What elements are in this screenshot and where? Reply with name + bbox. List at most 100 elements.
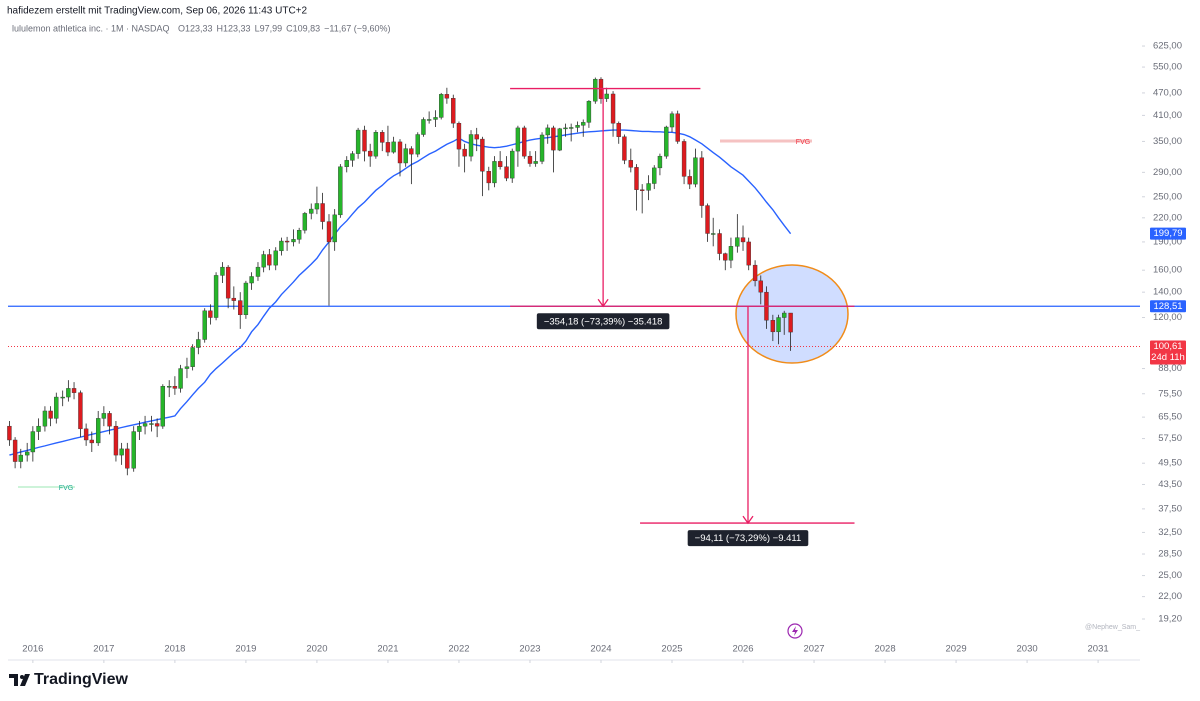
price-label-box (1150, 300, 1186, 313)
measure-label-text: −354,18 (−73,39%) −35.418 (544, 316, 663, 327)
x-tick-label: 2021 (377, 644, 398, 655)
x-tick-label: 2025 (661, 644, 682, 655)
candle-body (172, 386, 178, 389)
y-tick-label: 470,00 (1153, 87, 1182, 98)
candle-body (279, 240, 284, 252)
candle-body (462, 148, 467, 157)
candle-body (782, 312, 787, 318)
candle-body (515, 127, 521, 152)
y-tick-label: 37,50 (1158, 503, 1182, 514)
candle-body (586, 100, 592, 123)
candle-body (770, 320, 776, 333)
credit: hafidezem erstellt mit TradingView.com, … (7, 6, 308, 17)
candle-body (190, 347, 195, 367)
price-label: 100,61 (1153, 341, 1182, 352)
candle-body (101, 413, 107, 419)
candle-body (687, 176, 692, 185)
legend-value: −11,67 (−9,60%) (324, 23, 390, 33)
candle-body (444, 94, 450, 99)
candle-body (397, 141, 403, 164)
candle-body (83, 428, 89, 441)
candle-body (593, 78, 598, 102)
candle-body (681, 141, 687, 177)
candle-body (220, 266, 225, 276)
candle-body (362, 129, 367, 152)
candle-body (628, 160, 634, 168)
candle-body (456, 123, 462, 150)
measure-arrowhead (742, 515, 754, 525)
candle-body (213, 275, 219, 318)
candle-body (167, 386, 172, 388)
candle-body (119, 448, 124, 456)
ma-label-box (1150, 227, 1186, 240)
event-icon[interactable] (787, 623, 803, 639)
fvg-label: FVG (59, 485, 73, 492)
x-tick-label: 2018 (164, 644, 185, 655)
candle-body (48, 410, 53, 419)
candle-body (160, 386, 166, 427)
candle-body (355, 129, 361, 154)
legend-value: L97,99 (255, 23, 283, 33)
price-countdown: 24d 11h (1151, 352, 1185, 363)
candle-body (492, 161, 497, 184)
candle-body (510, 150, 515, 179)
candle-body (439, 94, 444, 118)
candle-body (711, 233, 716, 235)
candle-body (184, 366, 190, 369)
candle-body (225, 266, 231, 299)
candle-body (367, 150, 373, 157)
candle-body (89, 439, 94, 444)
candle-body (486, 171, 491, 184)
candle-body (261, 254, 266, 268)
candle-body (373, 132, 379, 157)
candle-body (125, 448, 130, 469)
plot (7, 77, 1140, 525)
candle-body (243, 282, 249, 316)
y-tick-label: 75,50 (1158, 388, 1182, 399)
legend-value: O123,33 (178, 23, 213, 33)
candle-body (66, 388, 71, 398)
candle-body (284, 240, 290, 243)
candle-body (380, 132, 385, 143)
candle-body (403, 148, 408, 164)
candle-body (646, 183, 651, 191)
x-tick-label: 2024 (590, 644, 611, 655)
candle-body (302, 213, 308, 231)
x-tick-label: 2027 (803, 644, 824, 655)
symbol: lululemon athletica inc. · 1M · NASDAQ (12, 23, 170, 33)
y-tick-label: 250,00 (1153, 191, 1182, 202)
y-tick-label: 19,20 (1158, 614, 1182, 625)
candle-body (497, 161, 503, 167)
candle-body (758, 280, 763, 293)
candle-body (7, 425, 12, 441)
candle-body (178, 368, 183, 389)
candle-body (699, 157, 705, 206)
candle-body (320, 203, 325, 222)
candle-body (24, 451, 30, 456)
candle-body (735, 237, 740, 247)
x-tick-label: 2026 (732, 644, 753, 655)
y-tick-label: 350,00 (1153, 136, 1182, 147)
candle-body (71, 388, 77, 393)
event-icon-bolt (792, 626, 798, 636)
candle-body (291, 239, 296, 243)
y-tick-label: 160,00 (1153, 265, 1182, 276)
y-tick-label: 57,50 (1158, 433, 1182, 444)
candle-body (474, 134, 479, 140)
candle-body (78, 392, 83, 430)
candle-body (545, 127, 550, 136)
candle-body (451, 98, 456, 124)
y-tick-label: 410,00 (1153, 110, 1182, 121)
candle-body (657, 155, 663, 169)
y-tick-label: 220,00 (1153, 212, 1182, 223)
x-tick-label: 2019 (235, 644, 256, 655)
y-tick-label: 140,00 (1153, 287, 1182, 298)
candle-body (344, 160, 349, 167)
candle-body (639, 189, 645, 191)
candle-body (30, 431, 36, 453)
y-tick-label: 625,00 (1153, 41, 1182, 52)
candle-body (776, 317, 781, 333)
measure-label: −354,18 (−73,39%) −35.418 (536, 313, 670, 330)
x-tick-label: 2031 (1088, 644, 1109, 655)
candle-body (415, 134, 420, 155)
